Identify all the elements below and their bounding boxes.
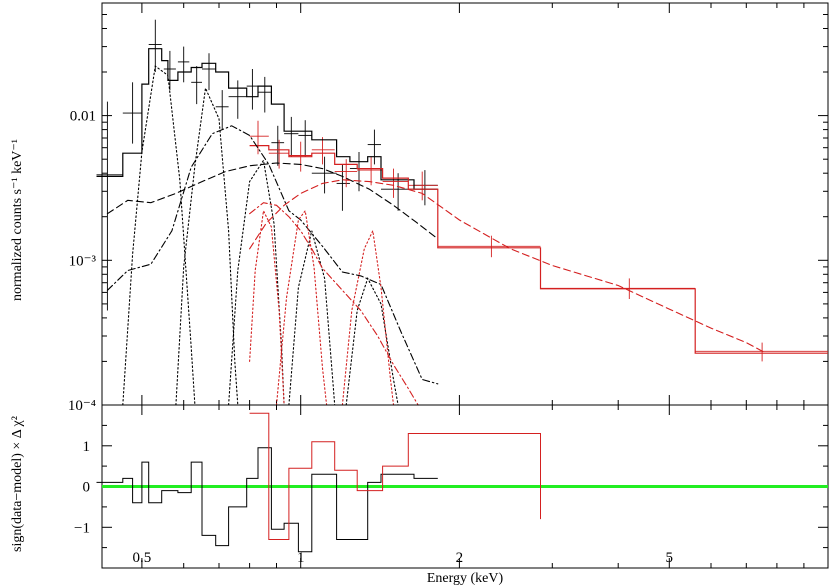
- data-point: [311, 156, 337, 194]
- data-point: [284, 116, 299, 157]
- component-dashed-line: [249, 179, 766, 354]
- data-point: [271, 125, 285, 166]
- data-point: [96, 101, 123, 311]
- data-point: [382, 168, 409, 198]
- x-axis-label: Energy (keV): [427, 571, 504, 586]
- component-dotted-line: [341, 228, 395, 406]
- data-point: [357, 156, 383, 186]
- component-dotted-line: [249, 208, 285, 406]
- model-histogram: [249, 145, 828, 354]
- component-dashdot-line: [106, 125, 439, 385]
- component-dotted-line: [175, 86, 239, 406]
- residuals-panel: 1 0 −1 0.5 1 2 5: [74, 404, 829, 569]
- data-point: [311, 137, 335, 165]
- spectrum-series: [96, 19, 828, 406]
- spectrum-ticks: [102, 2, 829, 406]
- data-point: [414, 170, 438, 206]
- data-point: [381, 173, 414, 211]
- residual-histogram: [249, 412, 541, 540]
- model-histogram: [96, 48, 438, 190]
- data-point: [163, 50, 176, 91]
- y-tick-label: 0: [83, 480, 91, 496]
- data-point: [148, 19, 162, 72]
- x-tick-labels: 0.5 1 2 5: [133, 550, 674, 566]
- y-tick-label: 1: [83, 439, 91, 455]
- data-point: [268, 139, 289, 169]
- data-point: [246, 69, 258, 110]
- component-dotted-line: [122, 65, 196, 406]
- component-dashed-line: [106, 162, 436, 238]
- data-point: [191, 66, 202, 105]
- data-point: [336, 164, 350, 211]
- residuals-series: [96, 412, 828, 553]
- component-dotted-line: [228, 158, 285, 406]
- data-point: [228, 80, 247, 119]
- y-tick-label: −1: [74, 520, 90, 536]
- x-tick-label: 1: [297, 550, 305, 566]
- x-tick-label: 5: [666, 550, 674, 566]
- data-point: [215, 90, 229, 130]
- x-tick-label: 0.5: [133, 550, 152, 566]
- spectrum-y-tick-labels: 0.01 10⁻³ 10⁻⁴: [68, 109, 97, 414]
- data-point: [249, 120, 269, 155]
- component-dotted-line: [288, 230, 336, 406]
- data-point: [258, 76, 272, 113]
- y-tick-label: 10⁻³: [69, 253, 97, 269]
- data-point: [367, 129, 381, 165]
- data-point: [122, 82, 142, 144]
- y-tick-label: 0.01: [70, 109, 96, 125]
- component-dashdot-line: [249, 202, 419, 406]
- spectrum-y-axis-label: normalized counts s⁻¹ keV⁻¹: [10, 139, 25, 301]
- data-point: [437, 235, 541, 258]
- component-dotted-line: [275, 209, 328, 406]
- residuals-y-axis-label: sign(data−model) × Δ χ²: [10, 416, 25, 552]
- residuals-ticks: [102, 404, 829, 569]
- data-point: [298, 120, 312, 157]
- data-point: [202, 53, 216, 91]
- x-tick-label: 2: [456, 550, 464, 566]
- data-point: [177, 46, 190, 83]
- spectrum-panel: 0.01 10⁻³ 10⁻⁴: [68, 2, 829, 414]
- data-point: [695, 342, 828, 362]
- data-point: [408, 171, 438, 201]
- y-tick-label: 10⁻⁴: [68, 398, 96, 414]
- residuals-y-tick-labels: 1 0 −1: [74, 439, 90, 537]
- residual-histogram: [96, 447, 438, 553]
